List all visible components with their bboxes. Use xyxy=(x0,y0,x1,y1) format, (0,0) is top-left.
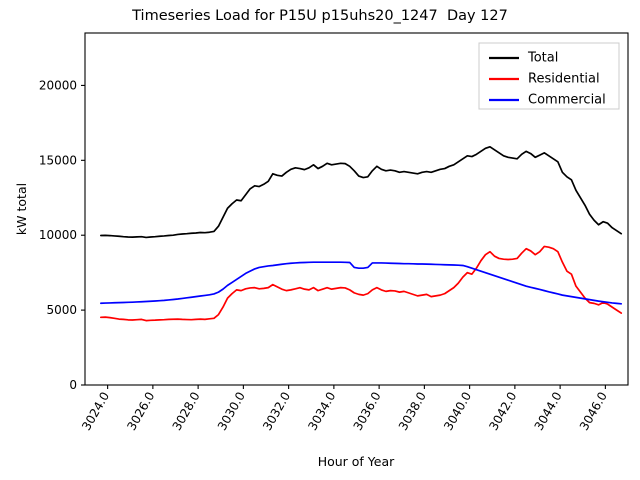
legend-label-residential: Residential xyxy=(528,72,600,87)
y-tick-label: 5000 xyxy=(46,303,77,317)
series-line-commercial xyxy=(99,261,623,305)
x-tick-label: 3026.0 xyxy=(124,390,157,433)
y-axis-ticks: 0 5000 10000 15000 20000 xyxy=(39,78,85,392)
y-tick-label: 20000 xyxy=(39,78,77,92)
x-tick-label: 3036.0 xyxy=(351,390,384,433)
x-axis-label: Hour of Year xyxy=(318,454,395,469)
series-line-residential xyxy=(99,245,623,322)
x-tick-label: 3032.0 xyxy=(260,390,293,433)
y-axis-label: kW total xyxy=(14,183,29,235)
y-tick-label: 15000 xyxy=(39,153,77,167)
y-tick-label: 0 xyxy=(69,378,77,392)
x-tick-label: 3042.0 xyxy=(486,390,519,433)
legend-label-commercial: Commercial xyxy=(528,93,606,108)
x-tick-label: 3044.0 xyxy=(532,390,565,433)
x-axis-ticks: 3024.0 3026.0 3028.0 3030.0 3032.0 3034.0 3036… xyxy=(79,385,610,433)
x-tick-label: 3046.0 xyxy=(577,390,610,433)
x-tick-label: 3040.0 xyxy=(441,390,474,433)
y-tick-label: 10000 xyxy=(39,228,77,242)
x-tick-label: 3030.0 xyxy=(215,390,248,433)
legend-box xyxy=(478,42,620,110)
x-tick-label: 3038.0 xyxy=(396,390,429,433)
x-tick-label: 3028.0 xyxy=(170,390,203,433)
legend-label-total: Total xyxy=(527,51,558,66)
data-series-group xyxy=(99,145,623,322)
chart-title: Timeseries Load for P15U p15uhs20_1247 D… xyxy=(132,8,508,24)
legend-items: Total Residential Commercial xyxy=(489,51,606,108)
x-tick-label: 3024.0 xyxy=(79,390,112,433)
chart-legend: Total Residential Commercial xyxy=(478,42,620,110)
series-line-total xyxy=(99,145,623,239)
x-tick-label: 3034.0 xyxy=(305,390,338,433)
